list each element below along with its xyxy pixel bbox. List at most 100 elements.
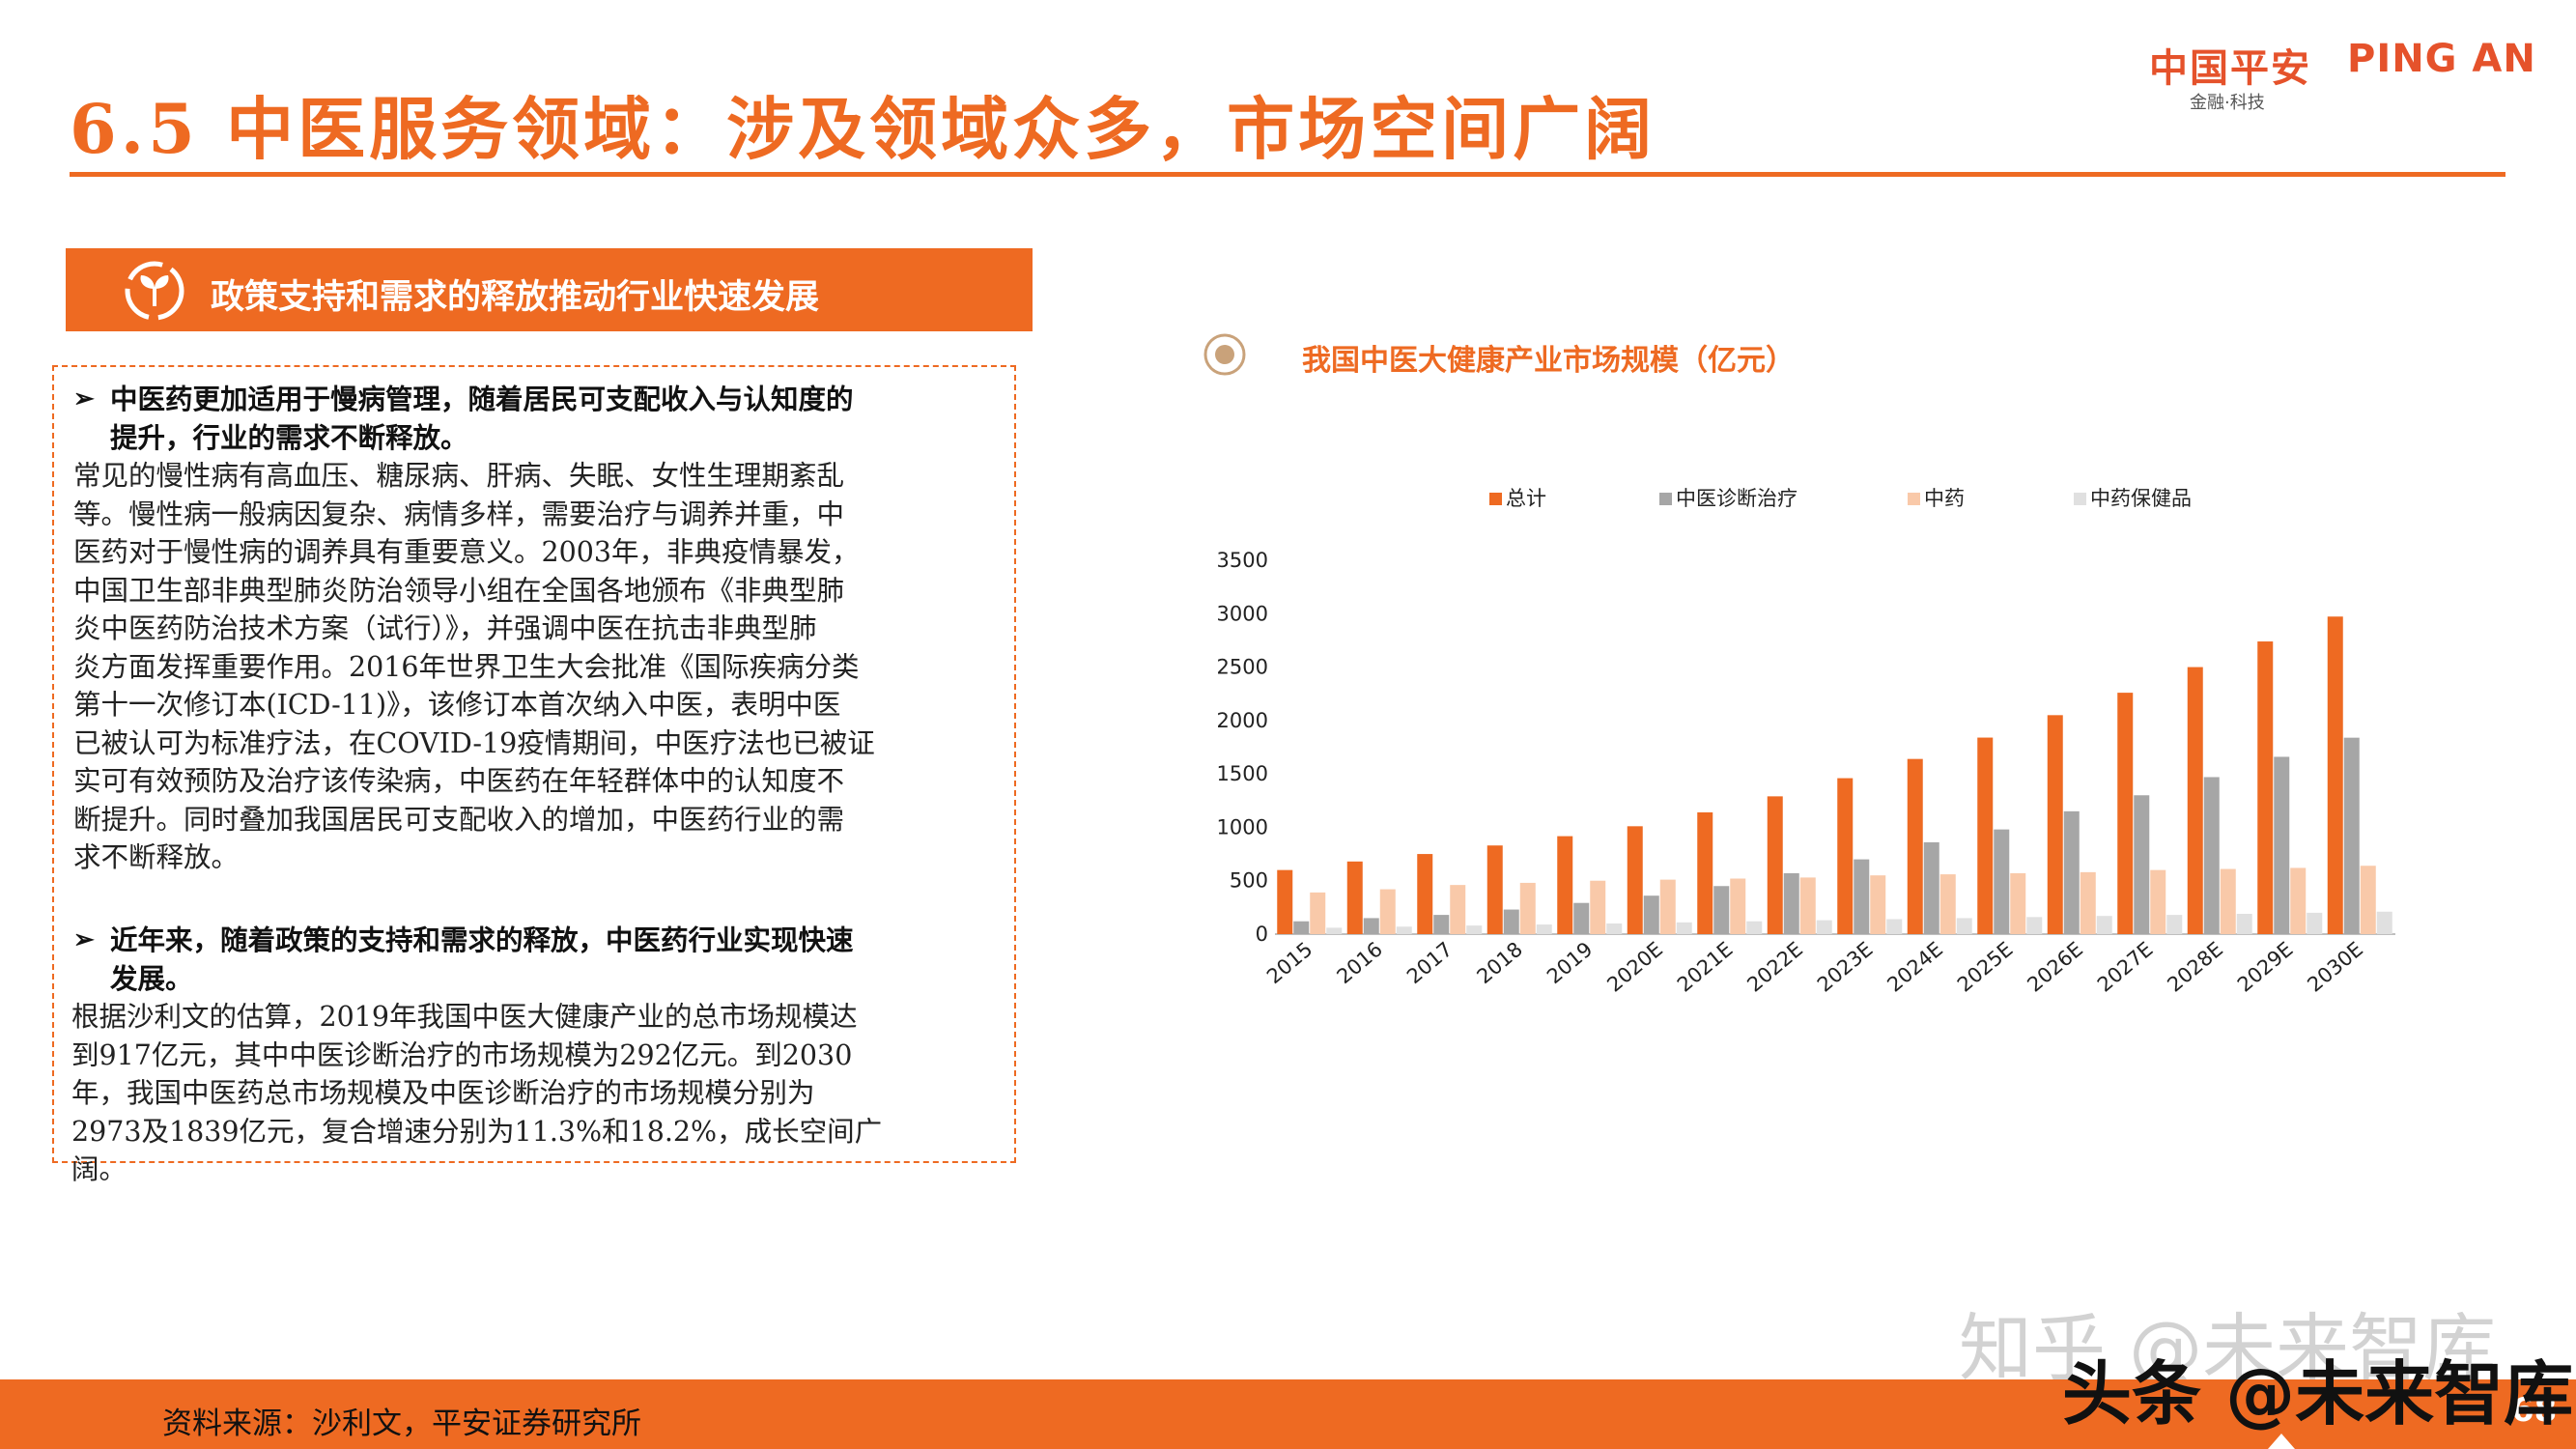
bar: [1466, 925, 1483, 934]
bar: [1907, 758, 1923, 934]
legend-swatch: [1908, 493, 1920, 505]
y-tick-label: 500: [1230, 869, 1268, 893]
section-banner: 政策支持和需求的释放推动行业快速发展: [66, 248, 1033, 331]
bar: [2307, 912, 2323, 934]
bar: [2150, 869, 2166, 934]
bar: [1730, 878, 1746, 934]
footer-bar: [0, 1379, 2576, 1449]
bar: [1346, 861, 1363, 934]
bar: [1994, 829, 2010, 934]
x-tick-label: 2030E: [2303, 937, 2367, 996]
bar: [2026, 917, 2043, 934]
bullet-1-line-1: 中医药更加适用于慢病管理，随着居民可支配收入与认知度的: [110, 383, 854, 415]
bar: [1816, 920, 1832, 934]
paragraph-1-line: 第十一次修订本(ICD-11)》，该修订本首次纳入中医，表明中医: [73, 689, 841, 721]
page-title: 6.5 中医服务领域：涉及领域众多，市场空间广阔: [70, 89, 1656, 169]
x-tick-label: 2015: [1262, 937, 1316, 988]
paragraph-1: 常见的慢性病有高血压、糖尿病、肝病、失眠、女性生理期紊乱 等。慢性病一般病因复杂…: [73, 457, 875, 877]
bullet-2-line-2: 发展。: [110, 961, 193, 995]
bar: [1767, 796, 1783, 934]
paragraph-2-line: 阔。: [71, 1153, 127, 1185]
legend-swatch: [1659, 493, 1672, 505]
bar: [2274, 756, 2290, 934]
bar: [1433, 915, 1450, 934]
paragraph-1-line: 医药对于慢性病的调养具有重要意义。2003年，非典疫情暴发，: [73, 536, 860, 568]
bar: [2376, 911, 2392, 934]
bar: [1503, 909, 1519, 934]
y-tick-label: 2500: [1217, 656, 1268, 679]
bar: [1923, 841, 1939, 934]
bar: [2343, 737, 2360, 934]
title-underline: [70, 172, 2505, 177]
bar: [1396, 926, 1412, 934]
bar: [1643, 895, 1659, 934]
chart-title: 我国中医大健康产业市场规模（亿元）: [1302, 344, 1795, 378]
watermark-zhihu: 知乎 @未来智库: [1959, 1305, 2497, 1391]
bar: [1379, 889, 1396, 934]
bar: [1606, 923, 1623, 934]
paragraph-1-line: 等。慢性病一般病因复杂、病情多样，需要治疗与调养并重，中: [73, 497, 845, 530]
legend-label: 总计: [1506, 487, 1546, 510]
legend-swatch: [1489, 493, 1502, 505]
bar: [1746, 921, 1763, 934]
legend-label: 中药保健品: [2090, 487, 2192, 510]
bar: [2063, 810, 2080, 934]
bar: [2257, 641, 2274, 934]
x-tick-label: 2016: [1333, 937, 1387, 988]
x-tick-label: 2018: [1473, 937, 1527, 988]
paragraph-2-line: 到917亿元，其中中医诊断治疗的市场规模为292亿元。到2030: [71, 1038, 853, 1071]
bar: [1886, 919, 1903, 934]
paragraph-1-line: 常见的慢性病有高血压、糖尿病、肝病、失眠、女性生理期紊乱: [73, 460, 845, 492]
x-tick-label: 2022E: [1742, 937, 1807, 996]
paragraph-1-line: 求不断释放。: [73, 841, 240, 873]
x-tick-label: 2020E: [1602, 937, 1667, 996]
bar: [2236, 913, 2252, 934]
legend-swatch: [2074, 493, 2086, 505]
logo-subtitle: 金融·科技: [2190, 93, 2265, 113]
bar: [2096, 916, 2112, 934]
bar: [1659, 879, 1676, 934]
bar: [1713, 886, 1730, 934]
bar: [2117, 693, 2134, 934]
paragraph-2-line: 2973及1839亿元，复合增速分别为11.3%和18.2%，成长空间广: [71, 1115, 883, 1148]
bullet-2: ➢ 近年来，随着政策的支持和需求的释放，中医药行业实现快速 发展。: [73, 922, 854, 998]
bar: [1697, 811, 1713, 934]
watermark-toutiao: 头条 @未来智库: [2062, 1353, 2574, 1435]
y-tick-label: 3500: [1217, 549, 1268, 572]
bar: [1956, 918, 1972, 934]
banner-text: 政策支持和需求的释放推动行业快速发展: [211, 277, 820, 317]
bar: [2327, 616, 2343, 934]
bar: [2203, 777, 2220, 934]
y-tick-label: 2000: [1217, 709, 1268, 732]
bar: [2220, 868, 2236, 934]
bar: [1277, 869, 1293, 934]
bar: [2360, 866, 2376, 934]
legend-label: 中药: [1924, 487, 1965, 510]
bar: [1977, 737, 1994, 934]
paragraph-2-line: 根据沙利文的估算，2019年我国中医大健康产业的总市场规模达: [71, 1001, 858, 1033]
recycle-leaf-icon: [125, 261, 184, 321]
x-tick-label: 2019: [1543, 937, 1597, 988]
bar: [2187, 667, 2203, 934]
y-tick-label: 0: [1256, 923, 1268, 946]
bar: [2080, 871, 2096, 934]
paragraph-1-line: 炎方面发挥重要作用。2016年世界卫生大会批准《国际疾病分类: [73, 650, 860, 683]
bar: [1536, 924, 1552, 934]
pingan-logo: 中国平安 PING AN 金融·科技: [2149, 37, 2555, 114]
paragraph-2-line: 年，我国中医药总市场规模及中医诊断治疗的市场规模分别为: [71, 1077, 815, 1109]
bar: [1557, 836, 1573, 934]
paragraph-1-line: 断提升。同时叠加我国居民可支配收入的增加，中医药行业的需: [73, 803, 845, 836]
bar: [1486, 845, 1503, 934]
paragraph-2: 根据沙利文的估算，2019年我国中医大健康产业的总市场规模达 到917亿元，其中…: [71, 998, 882, 1189]
source-note: 资料来源：沙利文，平安证券研究所: [162, 1406, 641, 1441]
x-tick-label: 2023E: [1813, 937, 1878, 996]
bar: [1676, 922, 1692, 934]
paragraph-1-line: 实可有效预防及治疗该传染病，中医药在年轻群体中的认知度不: [73, 765, 845, 797]
paragraph-1-line: 炎中医药防治技术方案（试行）》，并强调中医在抗击非典型肺: [73, 612, 817, 644]
bar: [1310, 892, 1326, 934]
bar: [1799, 877, 1816, 934]
bar: [1573, 902, 1590, 934]
bar: [2010, 872, 2026, 934]
legend-label: 中医诊断治疗: [1676, 487, 1798, 510]
bar: [2166, 915, 2183, 934]
